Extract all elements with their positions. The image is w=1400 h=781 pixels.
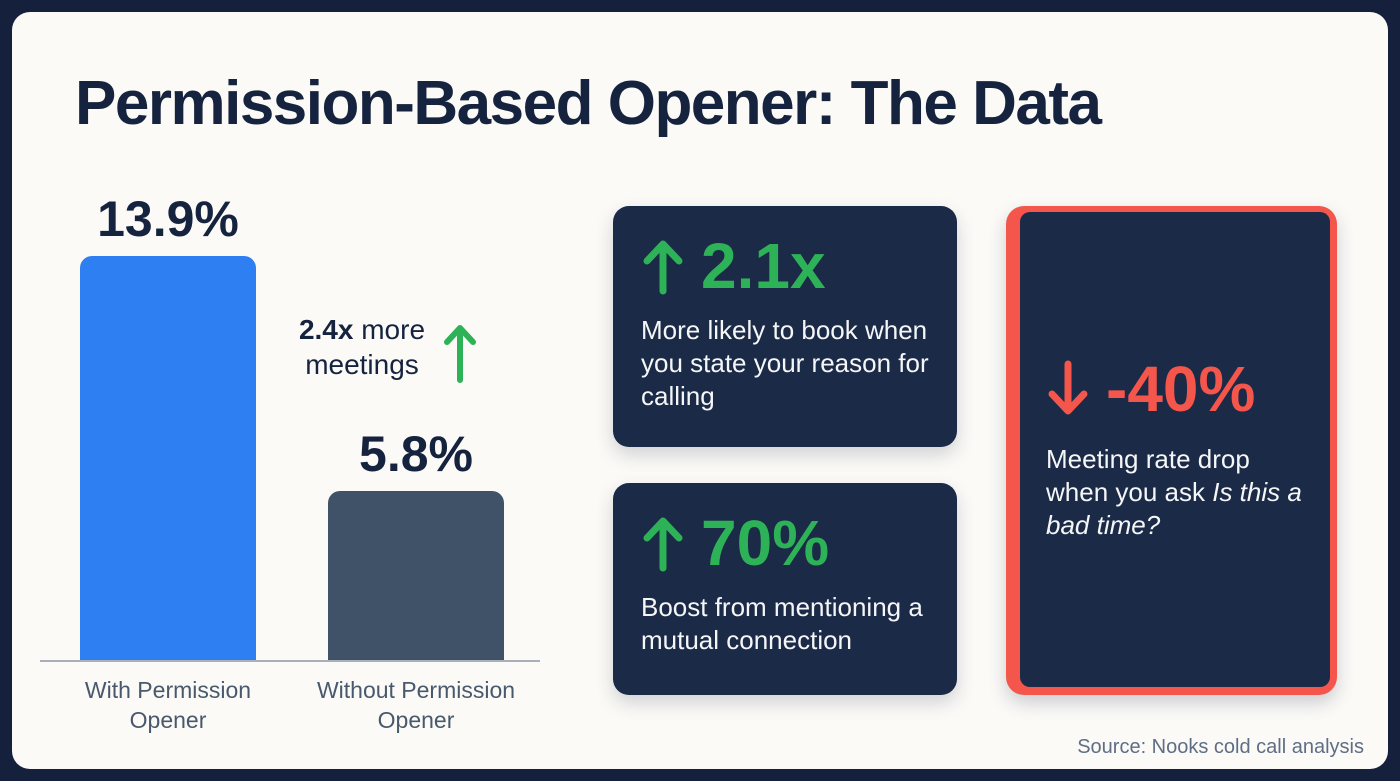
trend-down-arrow-icon xyxy=(1046,360,1090,418)
bar-with-permission xyxy=(80,256,256,660)
page-title: Permission-Based Opener: The Data xyxy=(75,69,1102,138)
annotation-multiplier: 2.4x xyxy=(298,314,354,345)
stat-card-2-1x: 2.1x More likely to book when you state … xyxy=(613,206,957,447)
stat-description: More likely to book when you state your … xyxy=(641,315,929,412)
trend-up-arrow-icon xyxy=(641,514,685,572)
meeting-rate-bar-chart: 13.9% 5.8% 2.4x more meetings With Permi… xyxy=(40,162,540,733)
stat-description-italic: Is this a bad time? xyxy=(1046,476,1302,540)
annotation-text: more meetings xyxy=(305,314,426,380)
bar-without-permission xyxy=(328,491,504,660)
bar-value-label: 13.9% xyxy=(97,191,239,247)
axis-label-with-permission: With Permission Opener xyxy=(84,677,252,733)
axis-label-without-permission: Without Permission Opener xyxy=(316,677,516,733)
chart-baseline xyxy=(40,660,540,662)
chart-annotation: 2.4x more meetings xyxy=(276,312,448,382)
stat-card-inner: -40% Meeting rate drop when you ask Is t… xyxy=(1020,212,1330,687)
slide-canvas: Permission-Based Opener: The Data 13.9% … xyxy=(12,12,1388,769)
stat-value: -40% xyxy=(1106,352,1256,425)
bar-value-label: 5.8% xyxy=(359,426,473,482)
stat-card-minus-40pct: -40% Meeting rate drop when you ask Is t… xyxy=(1006,206,1337,695)
trend-up-arrow-icon xyxy=(443,320,477,384)
stat-value: 70% xyxy=(701,507,830,579)
stat-description-normal: Meeting rate drop when you ask xyxy=(1046,443,1250,507)
stat-card-70pct: 70% Boost from mentioning a mutual conne… xyxy=(613,483,957,695)
stat-value: 2.1x xyxy=(701,230,826,302)
source-attribution: Source: Nooks cold call analysis xyxy=(1077,736,1364,758)
stat-row: 2.1x xyxy=(641,234,929,298)
stat-row: 70% xyxy=(641,511,929,575)
stat-description: Meeting rate drop when you ask Is this a… xyxy=(1046,443,1310,542)
stat-row: -40% xyxy=(1046,357,1310,421)
stat-description: Boost from mentioning a mutual connectio… xyxy=(641,592,923,656)
trend-up-arrow-icon xyxy=(641,237,685,295)
